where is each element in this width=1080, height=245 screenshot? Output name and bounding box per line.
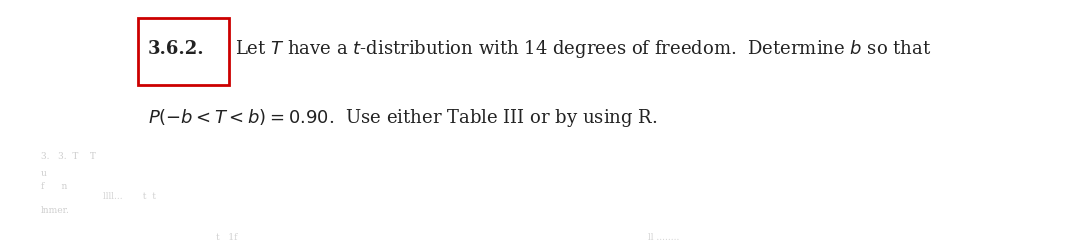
- Text: u: u: [41, 170, 46, 178]
- Text: 3.6.2.: 3.6.2.: [148, 40, 204, 58]
- Text: f      n: f n: [41, 182, 67, 191]
- Text: llll...       t  t: llll... t t: [103, 192, 156, 200]
- Text: $P(-b < T < b) = 0.90$.  Use either Table III or by using R.: $P(-b < T < b) = 0.90$. Use either Table…: [148, 107, 658, 129]
- Text: t   1f: t 1f: [216, 233, 238, 242]
- Text: Let $T$ have a $t$-distribution with 14 degrees of freedom.  Determine $b$ so th: Let $T$ have a $t$-distribution with 14 …: [235, 38, 932, 60]
- Text: lnmer.: lnmer.: [41, 206, 70, 215]
- Text: 3.   3.  T    T: 3. 3. T T: [41, 152, 96, 161]
- Text: ll ........: ll ........: [648, 233, 679, 242]
